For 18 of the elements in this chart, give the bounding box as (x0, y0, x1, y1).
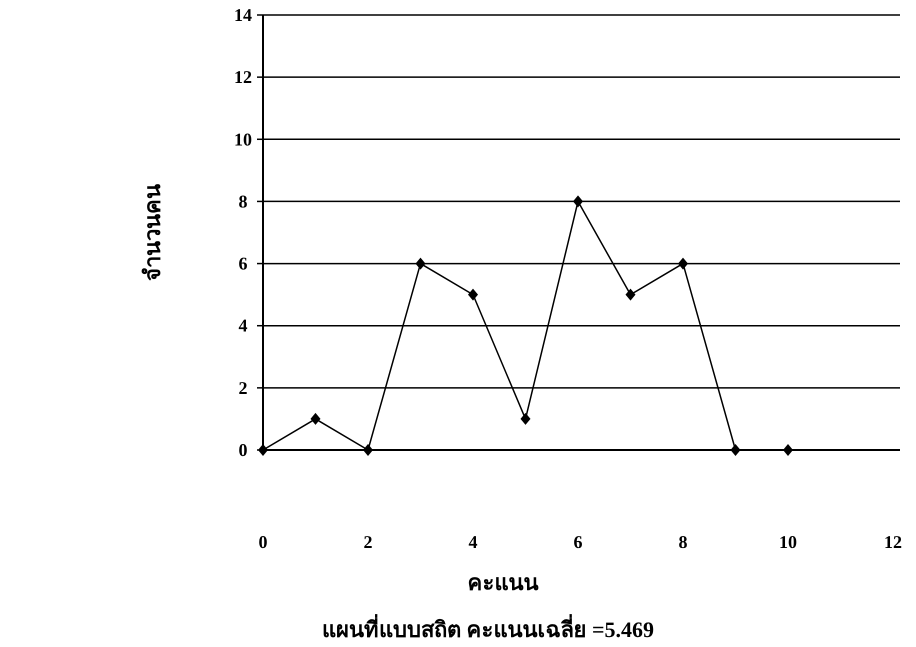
x-tick-label: 0 (258, 532, 268, 552)
y-tick-label: 12 (234, 67, 252, 88)
x-tick-label: 4 (468, 532, 478, 552)
y-tick-label: 4 (238, 316, 248, 336)
y-tick-label: 14 (234, 5, 252, 25)
y-tick-label: 6 (238, 254, 248, 274)
x-axis-title: คะแนน (468, 570, 538, 595)
text: แผนที่แบบสถิต คะแนนเฉลี่ย =5.469 (322, 613, 654, 642)
y-tick-label: 8 (238, 191, 248, 212)
x-tick-label: 12 (884, 532, 902, 552)
x-tick-label: 2 (364, 532, 372, 552)
y-tick-label: 0 (238, 440, 248, 460)
x-tick-label: 8 (678, 532, 688, 552)
y-tick-label: 10 (234, 129, 252, 150)
x-tick-label: 6 (574, 532, 582, 552)
y-tick-label: 2 (238, 378, 248, 398)
x-tick-label: 10 (779, 532, 797, 552)
y-axis-title: จำนวนคน (140, 184, 165, 281)
